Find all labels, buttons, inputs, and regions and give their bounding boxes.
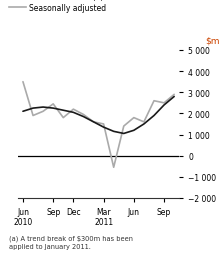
Text: $m: $m xyxy=(205,37,220,46)
Text: (a) A trend break of $300m has been
applied to January 2011.: (a) A trend break of $300m has been appl… xyxy=(9,235,133,249)
Legend: Trend estimates (a), Seasonally adjusted: Trend estimates (a), Seasonally adjusted xyxy=(9,0,107,12)
